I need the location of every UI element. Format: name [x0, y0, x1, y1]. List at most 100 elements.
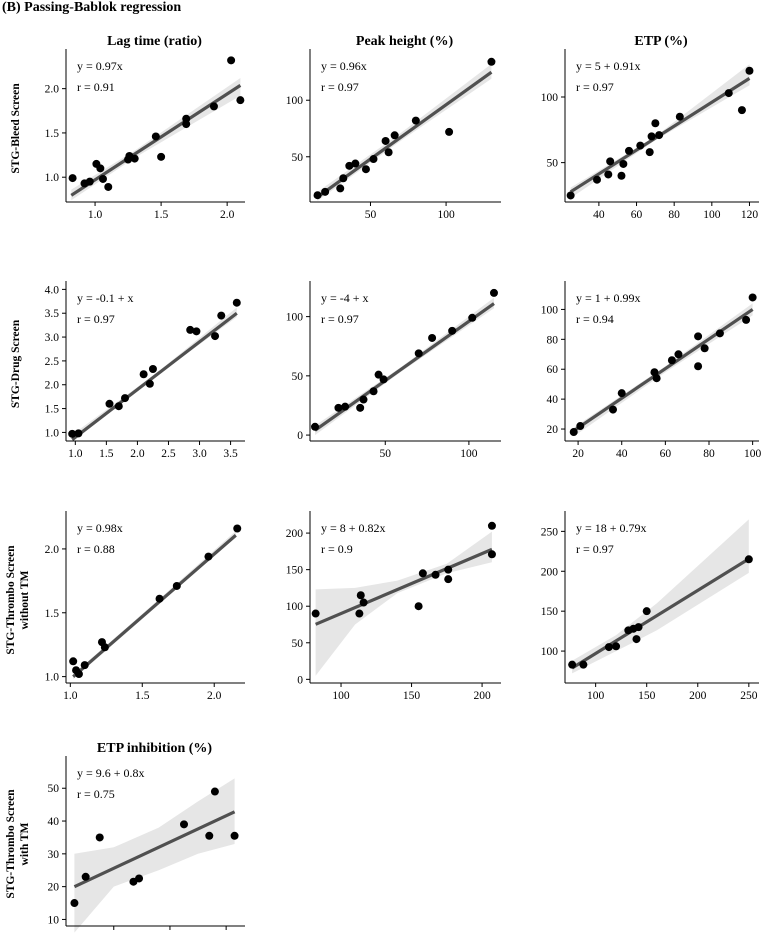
data-point	[148, 365, 157, 374]
x-tick-label: 1.0	[68, 448, 83, 460]
x-tick-label: 2.5	[161, 448, 176, 460]
data-point	[182, 114, 191, 123]
y-tick-label: 50	[292, 638, 304, 650]
data-point	[418, 569, 427, 578]
data-point	[445, 127, 454, 136]
panel-1: 1.0 1.5 2.0 1.0 1.5 2.0 y = 0.97x r = 0.91 Lag t…	[10, 34, 245, 221]
x-tick-label: 1.0	[63, 690, 78, 702]
regression-equation: y = -4 + x	[321, 291, 369, 305]
x-tick-label: 200	[689, 690, 707, 702]
data-point	[68, 429, 77, 438]
data-point	[745, 66, 754, 75]
y-tick-label: 3.0	[45, 332, 60, 344]
data-point	[568, 660, 577, 669]
y-tick-label: 50	[292, 371, 304, 383]
data-point	[625, 146, 633, 155]
panel-9: 100 150 200 250 100 150 200 250 y = 18 + 0.79x r …	[541, 511, 759, 702]
x-tick-label: 250	[740, 690, 758, 702]
y-tick-label: 250	[541, 526, 559, 538]
y-tick-label: 100	[541, 646, 559, 658]
data-point	[468, 313, 477, 322]
regression-line	[71, 311, 238, 441]
x-tick-label: 100	[703, 209, 721, 221]
data-point	[236, 96, 245, 105]
x-tick-label: 3.0	[192, 448, 207, 460]
data-point	[444, 565, 453, 574]
data-point	[606, 157, 615, 166]
data-point	[715, 329, 724, 338]
y-tick-label: 4.0	[45, 284, 60, 296]
data-point	[135, 874, 144, 883]
x-tick-label: 100	[332, 690, 350, 702]
regression-line	[315, 547, 493, 626]
regression-line	[572, 308, 754, 433]
data-point	[114, 402, 123, 411]
data-point	[356, 591, 365, 600]
data-point	[384, 148, 393, 157]
y-tick-label: 20	[547, 424, 559, 436]
correlation-coefficient: r = 0.88	[77, 542, 115, 556]
data-point	[652, 374, 661, 383]
data-point	[157, 152, 166, 161]
x-tick-label: 1.5	[99, 448, 114, 460]
data-point	[68, 174, 77, 183]
data-point	[612, 642, 621, 651]
x-tick-label: 80	[703, 448, 715, 460]
y-tick-label: 100	[541, 304, 559, 316]
data-point	[737, 106, 746, 115]
data-point	[145, 379, 154, 388]
data-point	[675, 112, 684, 121]
data-point	[155, 594, 164, 603]
y-tick-label: 100	[541, 92, 559, 104]
x-tick-label: 40	[593, 209, 605, 221]
data-point	[230, 831, 239, 840]
y-tick-label: 40	[547, 394, 559, 406]
y-tick-label: 20	[48, 882, 60, 894]
y-tick-label: 150	[541, 606, 559, 618]
data-point	[694, 362, 703, 371]
data-point	[369, 155, 378, 164]
y-tick-label: 100	[286, 312, 304, 324]
data-point	[390, 131, 399, 140]
data-point	[369, 387, 378, 396]
x-tick-label: 1.5	[135, 690, 150, 702]
data-point	[744, 555, 753, 564]
data-point	[95, 833, 104, 842]
x-tick-label: 100	[460, 448, 478, 460]
correlation-coefficient: r = 0.97	[321, 312, 359, 326]
panel-5: 50 100 0 50 100 y = -4 + x r = 0.97	[286, 281, 501, 460]
data-point	[359, 598, 368, 607]
data-point	[334, 403, 343, 412]
data-point	[604, 170, 613, 179]
data-point	[217, 311, 226, 320]
data-point	[636, 141, 645, 150]
data-point	[81, 872, 90, 881]
data-point	[211, 332, 220, 341]
panel-4: 1.0 1.5 2.0 2.5 3.0 3.5 1.0 1.5 2.0 2.5 3.0 3.5 4.0 y…	[10, 281, 245, 460]
y-tick-label: 2.0	[45, 84, 60, 96]
data-point	[674, 350, 683, 359]
x-tick-label: 40	[616, 448, 628, 460]
y-tick-label: 100	[286, 95, 304, 107]
data-point	[724, 89, 733, 98]
data-point	[180, 820, 188, 829]
data-point	[351, 159, 360, 168]
y-tick-label: 2.0	[45, 380, 60, 392]
data-point	[647, 132, 656, 141]
data-point	[593, 175, 601, 184]
data-point	[74, 429, 83, 438]
panel-3: 40 60 80 100 120 50 100 y = 5 + 0.91x r = 0.97 ET…	[541, 34, 759, 221]
data-point	[74, 670, 83, 679]
y-tick-label: 2.0	[45, 544, 60, 556]
y-tick-label: 2.5	[45, 356, 60, 368]
x-tick-label: 20	[572, 448, 584, 460]
data-point	[130, 154, 139, 163]
y-tick-label: 0	[297, 674, 303, 686]
row-label: STG-Thrombo Screen	[5, 789, 17, 899]
correlation-coefficient: r = 0.97	[576, 542, 614, 556]
y-tick-label: 40	[48, 816, 60, 828]
panel-title: ETP inhibition (%)	[97, 741, 212, 756]
data-point	[341, 402, 350, 411]
data-point	[379, 375, 388, 384]
